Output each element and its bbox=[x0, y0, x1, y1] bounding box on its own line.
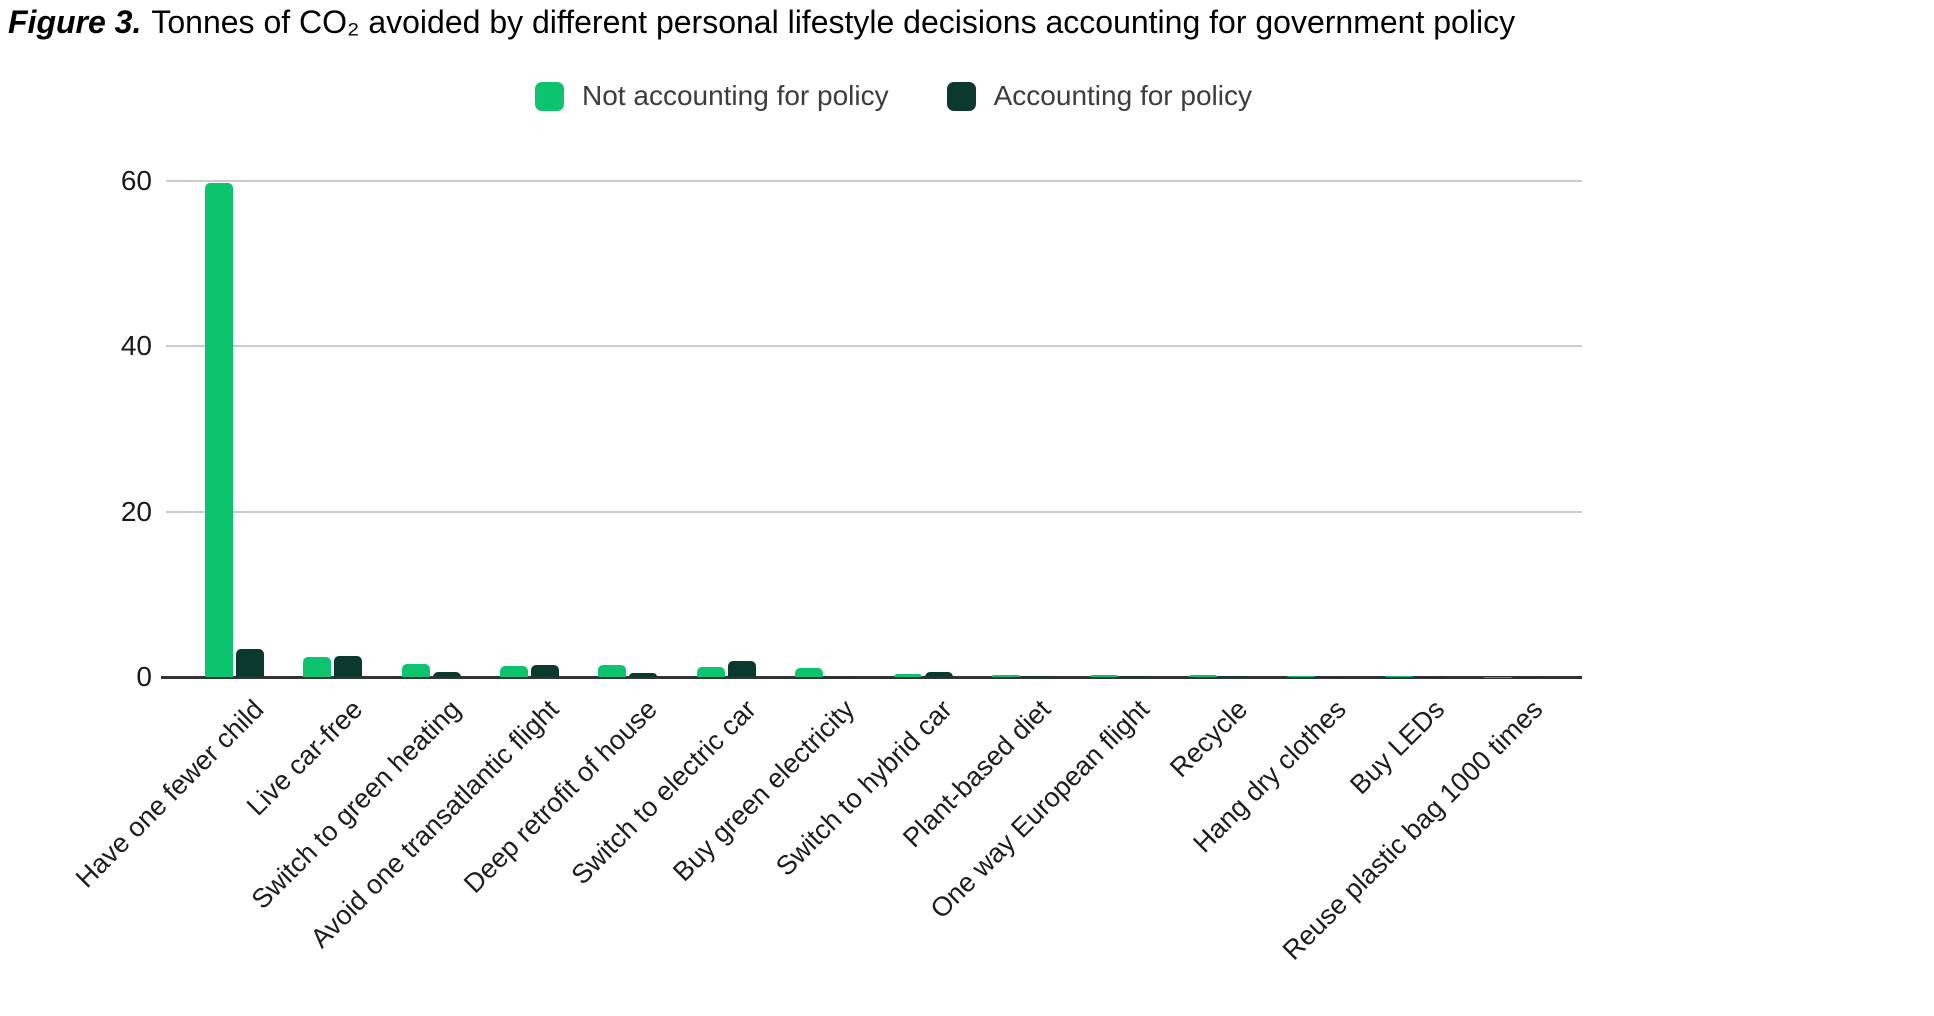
figure-number: Figure 3. bbox=[8, 4, 142, 40]
chart-title-text: Tonnes of CO₂ avoided by different perso… bbox=[151, 4, 1516, 40]
bar-accounting bbox=[531, 665, 560, 677]
bar-accounting bbox=[334, 656, 363, 677]
bar-not-accounting bbox=[1188, 675, 1217, 677]
x-axis-label: Have one fewer child bbox=[70, 694, 270, 894]
gridline bbox=[166, 180, 1582, 182]
bar-accounting bbox=[924, 672, 953, 677]
x-axis-label: Recycle bbox=[1164, 694, 1254, 784]
bar-accounting bbox=[629, 673, 658, 677]
gridline bbox=[166, 510, 1582, 513]
legend-item-accounting: Accounting for policy bbox=[946, 80, 1252, 112]
bar-not-accounting bbox=[401, 663, 430, 677]
y-axis-tick-label: 60 bbox=[120, 165, 152, 196]
bar-not-accounting bbox=[1385, 676, 1414, 677]
legend: Not accounting for policy Accounting for… bbox=[205, 80, 1582, 112]
legend-label: Not accounting for policy bbox=[582, 80, 889, 111]
y-axis-tick-label: 40 bbox=[120, 330, 152, 362]
gridline bbox=[166, 345, 1582, 348]
bar-accounting bbox=[1022, 676, 1051, 677]
legend-item-not-accounting: Not accounting for policy bbox=[535, 80, 889, 112]
bar-not-accounting bbox=[1090, 674, 1119, 677]
bar-accounting bbox=[1121, 676, 1150, 677]
bar-not-accounting bbox=[991, 674, 1020, 677]
x-axis-label: Switch to hybrid car bbox=[770, 694, 959, 882]
bar-not-accounting bbox=[205, 182, 233, 677]
x-axis-line bbox=[161, 676, 1582, 679]
bar-accounting bbox=[432, 672, 461, 677]
bar-accounting bbox=[1219, 676, 1248, 677]
y-axis-tick-label: 20 bbox=[120, 495, 152, 527]
legend-label: Accounting for policy bbox=[993, 80, 1252, 111]
legend-swatch-green bbox=[535, 81, 565, 111]
bar-not-accounting bbox=[500, 666, 529, 677]
legend-swatch-dark bbox=[946, 81, 976, 111]
bar-not-accounting bbox=[893, 673, 922, 677]
bar-not-accounting bbox=[1286, 675, 1315, 677]
chart-title: Figure 3. Tonnes of CO₂ avoided by differ… bbox=[8, 4, 1515, 41]
bar-accounting bbox=[236, 648, 264, 677]
x-axis-label: Deep retrofit of house bbox=[458, 694, 664, 899]
x-axis-label: Buy green electricity bbox=[666, 694, 860, 888]
x-axis-label: Switch to electric car bbox=[565, 694, 762, 891]
bar-not-accounting bbox=[696, 667, 725, 677]
bar-not-accounting bbox=[795, 668, 824, 677]
bar-not-accounting bbox=[598, 665, 627, 677]
y-axis-tick-label: 0 bbox=[136, 661, 152, 692]
bar-not-accounting bbox=[303, 657, 332, 677]
bar-accounting bbox=[727, 661, 756, 677]
